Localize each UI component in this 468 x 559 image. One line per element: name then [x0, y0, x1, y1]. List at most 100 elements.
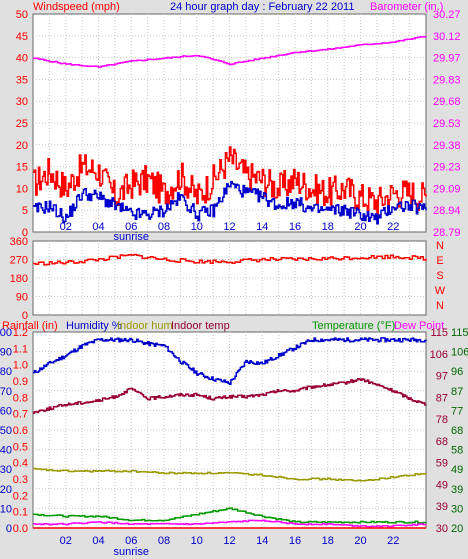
windspeed-tick-label: 40 [16, 53, 28, 65]
windspeed-tick-label: 15 [16, 162, 28, 174]
x-tick-label: 12 [223, 221, 235, 233]
temperature-tick-label: 49 [451, 464, 463, 476]
direction-tick-label: 360 [10, 236, 28, 248]
rainfall-axis-title: Rainfall (in) [2, 320, 58, 332]
direction-tick-label: 180 [10, 273, 28, 285]
wind-direction-line [33, 253, 427, 266]
indoor-temp-tick-label: 115 [430, 327, 448, 339]
x-tick-label: 20 [354, 535, 366, 547]
barometer-tick-label: 29.53 [433, 118, 461, 130]
humidity-tick-label: 30 [0, 464, 12, 476]
indoor-temp-tick-label: 97 [436, 371, 448, 383]
windspeed-tick-label: 25 [16, 118, 28, 130]
humidity-tick-label: 90 [0, 347, 12, 359]
wind-average-line [33, 180, 427, 225]
x-tick-label: 20 [354, 221, 366, 233]
direction-tick-label: 0 [22, 310, 28, 322]
barometer-tick-label: 30.12 [433, 31, 461, 43]
chart-layer: 0 5 10 15 20 25 30 35 40 45 50 28.79 28.94 29.09 29.23… [0, 9, 468, 558]
barometer-tick-label: 29.97 [433, 53, 461, 65]
barometer-line [33, 36, 427, 68]
indoor-temp-tick-label: 78 [436, 414, 448, 426]
sunrise-label: sunrise [114, 231, 149, 243]
humidity-tick-label: 70 [0, 386, 12, 398]
compass-label: E [436, 255, 443, 267]
x-tick-label: 12 [223, 535, 235, 547]
temperature-line [33, 507, 427, 524]
temp-panel [32, 331, 427, 529]
windspeed-tick-label: 35 [16, 74, 28, 86]
rainfall-tick-label: 0.3 [13, 474, 28, 486]
rainfall-tick-label: 0.4 [13, 458, 28, 470]
humidity-line [33, 337, 427, 385]
indoor-temp-tick-label: 106 [430, 349, 448, 361]
windspeed-tick-label: 20 [16, 140, 28, 152]
indoor-temp-legend: Indoor temp [171, 320, 230, 332]
direction-tick-label: 270 [10, 255, 28, 267]
windspeed-tick-label: 45 [16, 31, 28, 43]
barometer-axis-title: Barometer (in.) [370, 1, 443, 13]
windspeed-axis-title: Windspeed (mph) [33, 1, 120, 13]
temperature-tick-label: 106 [451, 347, 468, 359]
temperature-tick-label: 30 [451, 503, 463, 515]
temperature-tick-label: 115 [451, 327, 468, 339]
barometer-tick-label: 30.27 [433, 9, 461, 21]
x-tick-label: 06 [125, 535, 137, 547]
temperature-tick-label: 96 [451, 366, 463, 378]
x-tick-label: 10 [191, 221, 203, 233]
humidity-tick-label: 10 [0, 503, 12, 515]
windspeed-tick-label: 5 [22, 205, 28, 217]
indoor-temp-tick-label: 49 [436, 479, 448, 491]
x-tick-label: 14 [256, 535, 268, 547]
indoor-temp-tick-label: 59 [436, 458, 448, 470]
windspeed-tick-label: 30 [16, 96, 28, 108]
temperature-legend: Temperature (°F) [312, 320, 395, 332]
x-tick-label: 18 [322, 535, 334, 547]
barometer-tick-label: 28.94 [433, 205, 461, 217]
indoor-hum-legend: Indoor hum [117, 320, 173, 332]
humidity-tick-label: 0 [6, 523, 12, 535]
compass-label: W [435, 285, 446, 297]
barometer-tick-label: 29.38 [433, 140, 461, 152]
x-tick-label: 18 [322, 221, 334, 233]
humidity-tick-label: 50 [0, 425, 12, 437]
rainfall-tick-label: 0.1 [13, 507, 28, 519]
x-tick-label: 08 [158, 221, 170, 233]
compass-label: S [436, 270, 443, 282]
rainfall-tick-label: 1.2 [13, 327, 28, 339]
temperature-tick-label: 77 [451, 405, 463, 417]
barometer-tick-label: 28.79 [433, 227, 461, 239]
x-tick-label: 16 [289, 535, 301, 547]
indoor-temp-tick-label: 30 [436, 523, 448, 535]
indoor-temp-tick-label: 39 [436, 501, 448, 513]
indoor-temp-tick-label: 68 [436, 436, 448, 448]
windspeed-line [33, 146, 427, 215]
temperature-tick-label: 68 [451, 425, 463, 437]
temperature-tick-label: 39 [451, 484, 463, 496]
rainfall-tick-label: 0.2 [13, 490, 28, 502]
windspeed-tick-label: 50 [16, 9, 28, 21]
temperature-tick-label: 58 [451, 445, 463, 457]
rainfall-tick-label: 0.5 [13, 441, 28, 453]
x-tick-label: 22 [387, 535, 399, 547]
indoor-temp-tick-label: 87 [436, 392, 448, 404]
rainfall-tick-label: 0.8 [13, 392, 28, 404]
direction-tick-label: 90 [16, 292, 28, 304]
compass-label: N [436, 300, 444, 312]
dew-point-legend: Dew Point [394, 320, 444, 332]
rainfall-tick-label: 1.0 [13, 360, 28, 372]
x-tick-label: 02 [60, 535, 72, 547]
windspeed-tick-label: 10 [16, 183, 28, 195]
rainfall-tick-label: 1.1 [13, 343, 28, 355]
x-tick-label: 22 [387, 221, 399, 233]
indoor-temp-line [33, 377, 427, 414]
barometer-tick-label: 29.23 [433, 162, 461, 174]
rainfall-tick-label: 0.9 [13, 376, 28, 388]
humidity-tick-label: 20 [0, 484, 12, 496]
indoor-hum-line [33, 467, 427, 482]
rainfall-tick-label: 0.6 [13, 425, 28, 437]
dew-point-line [33, 519, 427, 528]
sunrise-label: sunrise [114, 546, 149, 558]
barometer-tick-label: 29.83 [433, 74, 461, 86]
